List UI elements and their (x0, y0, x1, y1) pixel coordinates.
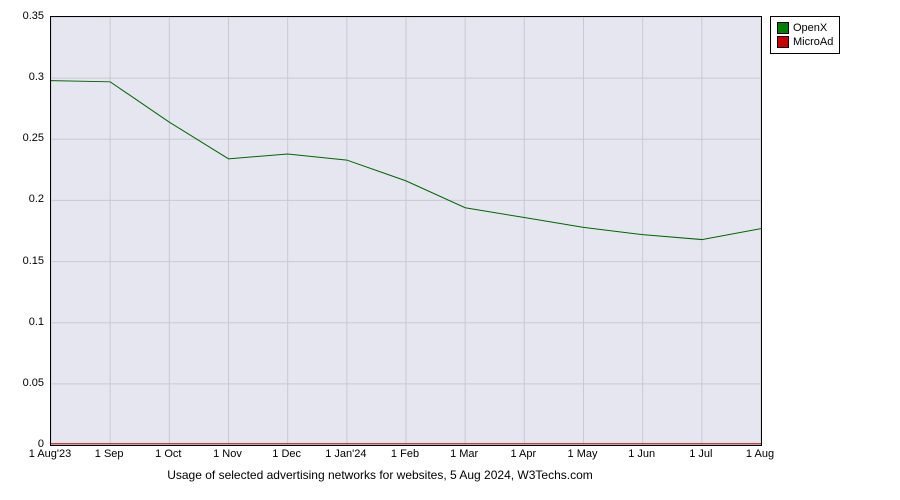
y-tick-label: 0.2 (0, 193, 44, 205)
legend-swatch (777, 36, 789, 48)
plot-svg (51, 17, 761, 445)
y-tick-label: 0.1 (0, 316, 44, 328)
x-tick-label: 1 Nov (213, 448, 242, 460)
x-tick-label: 1 Sep (95, 448, 124, 460)
x-tick-label: 1 Oct (155, 448, 181, 460)
caption-text: Usage of selected advertising networks f… (167, 468, 593, 482)
legend: OpenXMicroAd (770, 16, 840, 54)
x-tick-label: 1 May (568, 448, 598, 460)
x-tick-label: 1 Jul (689, 448, 712, 460)
y-tick-label: 0.05 (0, 377, 44, 389)
x-tick-label: 1 Aug'23 (29, 448, 71, 460)
legend-label: MicroAd (793, 35, 833, 49)
x-tick-label: 1 Feb (391, 448, 419, 460)
chart-caption: Usage of selected advertising networks f… (0, 468, 760, 482)
y-tick-label: 0.35 (0, 10, 44, 22)
legend-item: OpenX (777, 21, 833, 35)
legend-swatch (777, 22, 789, 34)
y-tick-label: 0.3 (0, 71, 44, 83)
x-tick-label: 1 Aug (746, 448, 774, 460)
x-tick-label: 1 Jun (628, 448, 655, 460)
x-tick-label: 1 Dec (272, 448, 301, 460)
y-tick-label: 0.15 (0, 255, 44, 267)
x-tick-label: 1 Apr (510, 448, 536, 460)
x-tick-label: 1 Jan'24 (325, 448, 366, 460)
x-tick-label: 1 Mar (450, 448, 478, 460)
chart-container: 00.050.10.150.20.250.30.35 1 Aug'231 Sep… (0, 0, 900, 500)
plot-area (50, 16, 762, 446)
y-tick-label: 0.25 (0, 132, 44, 144)
legend-item: MicroAd (777, 35, 833, 49)
legend-label: OpenX (793, 21, 827, 35)
